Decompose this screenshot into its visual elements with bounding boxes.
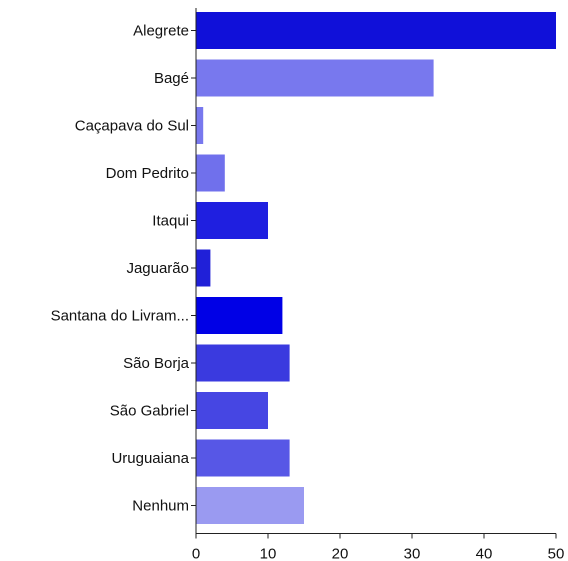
bar — [196, 154, 225, 192]
category-label: Jaguarão — [126, 260, 189, 277]
category-labels: Alegrete Bagé Caçapava do Sul Dom Pedrito It… — [51, 23, 190, 515]
x-tick-label: 50 — [548, 546, 565, 561]
bar — [196, 12, 556, 49]
category-label: Bagé — [154, 70, 189, 87]
x-tick-label: 10 — [260, 546, 277, 561]
bar — [196, 59, 434, 97]
bars-group — [196, 12, 556, 524]
x-tick-label: 30 — [404, 546, 421, 561]
category-label: Nenhum — [132, 498, 189, 515]
bar — [196, 439, 290, 477]
bar — [196, 249, 211, 287]
bar — [196, 107, 204, 144]
bar — [196, 392, 268, 429]
category-label: Santana do Livram... — [51, 308, 189, 325]
category-label: São Gabriel — [110, 403, 189, 420]
bar — [196, 344, 290, 382]
x-tick-label: 0 — [192, 546, 200, 561]
x-tick-label: 20 — [332, 546, 349, 561]
bar — [196, 487, 304, 524]
category-label: Alegrete — [133, 23, 189, 40]
category-ticks — [191, 30, 196, 506]
category-label: Itaqui — [152, 213, 189, 230]
bar — [196, 297, 283, 334]
x-tick-label: 40 — [476, 546, 493, 561]
bar — [196, 202, 268, 239]
x-axis-tick-labels: 0 10 20 30 40 50 — [192, 546, 565, 561]
category-label: São Borja — [123, 355, 190, 372]
category-label: Dom Pedrito — [106, 165, 189, 182]
category-label: Caçapava do Sul — [75, 118, 189, 135]
x-axis-ticks — [195, 533, 557, 539]
category-label: Uruguaiana — [111, 450, 189, 467]
